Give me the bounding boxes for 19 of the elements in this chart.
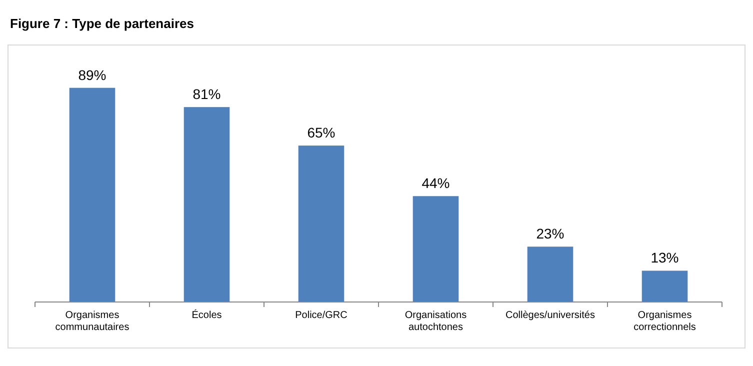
data-label: 23% (536, 226, 564, 242)
bar (412, 196, 459, 302)
data-label: 65% (307, 124, 336, 141)
x-tick-label: Organismes correctionnels (634, 310, 696, 333)
chart-title: Figure 7 : Type de partenaires (10, 16, 194, 31)
bar (69, 88, 116, 302)
data-label: 81% (192, 86, 221, 102)
bar (527, 246, 574, 302)
x-tick-label: Organismes communautaires (55, 310, 130, 333)
bar (642, 270, 688, 302)
x-tick-label: Police/GRC (295, 310, 348, 321)
bar (298, 146, 344, 302)
data-label: 44% (422, 175, 450, 192)
x-tick-label: Écoles (192, 309, 222, 321)
x-tick-label: Collèges/universités (506, 310, 595, 321)
bar (184, 107, 230, 302)
x-tick-label: Organisations autochtones (404, 310, 467, 333)
data-label: 13% (650, 250, 679, 266)
data-label: 89% (78, 66, 106, 83)
